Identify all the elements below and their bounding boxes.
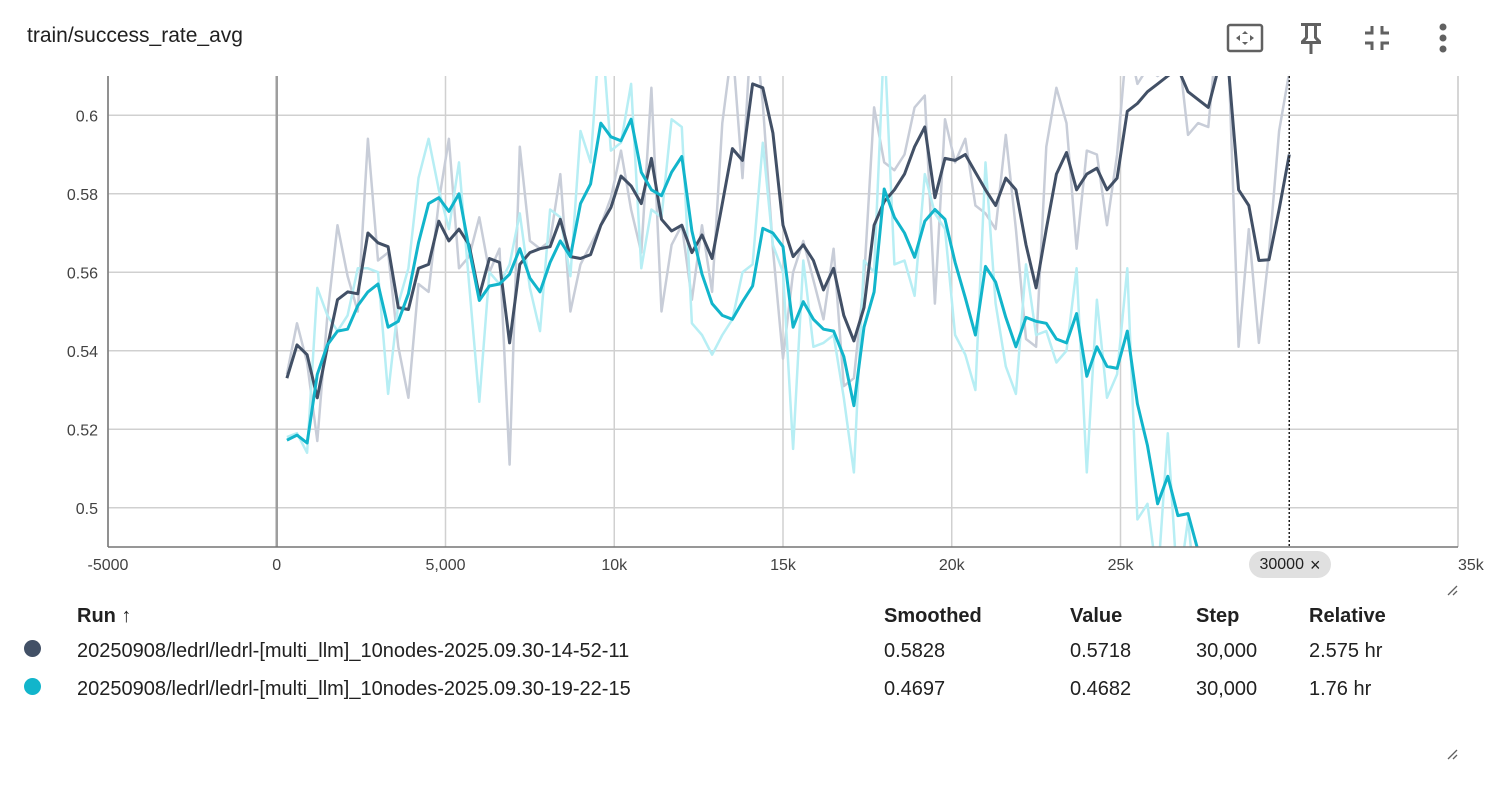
run-color-dot (24, 639, 41, 657)
fit-domain-button[interactable] (1221, 18, 1269, 58)
chart-title: train/success_rate_avg (27, 24, 243, 47)
smoothed-column-header[interactable]: Smoothed (884, 604, 982, 627)
y-tick-label: 0.52 (67, 422, 98, 439)
run-column-header[interactable]: Run ↑ (77, 604, 132, 627)
collapse-button[interactable] (1353, 18, 1401, 58)
relative-time: 2.575 hr (1309, 639, 1383, 662)
more-options-button[interactable] (1419, 18, 1467, 58)
raw-series-line (285, 76, 1290, 466)
y-tick-label: 0.54 (67, 344, 98, 361)
y-tick-label: 0.6 (76, 108, 98, 125)
smoothed-value: 0.4697 (884, 677, 946, 700)
close-icon[interactable]: × (1309, 554, 1321, 575)
pin-button[interactable] (1287, 18, 1335, 58)
more-vert-icon (1439, 23, 1447, 53)
relative-column-header[interactable]: Relative (1309, 604, 1386, 627)
resize-handle-icon[interactable] (1446, 748, 1458, 760)
x-tick-label: 15k (770, 557, 797, 574)
step-value: 30,000 (1196, 677, 1258, 700)
run-color-dot (24, 677, 41, 695)
table-header-row: Run ↑ Smoothed Value Step Relative (24, 600, 1429, 632)
y-tick-label: 0.56 (67, 265, 98, 282)
raw-value: 0.4682 (1070, 677, 1132, 700)
relative-time: 1.76 hr (1309, 677, 1372, 700)
axes (107, 76, 1458, 548)
y-tick-label: 0.58 (67, 187, 98, 204)
x-tick-label: 20k (939, 557, 966, 574)
x-tick-label: 5,000 (425, 557, 465, 574)
step-value: 30,000 (1196, 639, 1258, 662)
step-cursor-label: 30000 (1259, 555, 1304, 573)
tick-labels: 0.5 0.52 0.54 0.56 0.58 0.6 -5000 0 5,000 10k 15k 2… (67, 108, 1485, 574)
pin-icon (1301, 23, 1321, 54)
y-tick-label: 0.5 (76, 501, 98, 518)
smoothed-value: 0.5828 (884, 639, 946, 662)
table-row[interactable]: 20250908/ledrl/ledrl-[multi_llm]_10nodes… (24, 632, 1429, 670)
collapse-icon (1365, 26, 1389, 50)
resize-handle-icon[interactable] (1446, 584, 1458, 596)
value-column-header[interactable]: Value (1070, 604, 1123, 627)
table-row[interactable]: 20250908/ledrl/ledrl-[multi_llm]_10nodes… (24, 670, 1429, 708)
raw-series-line (286, 76, 1193, 547)
run-name: 20250908/ledrl/ledrl-[multi_llm]_10nodes… (77, 677, 631, 700)
runs-table: Run ↑ Smoothed Value Step Relative 20250… (24, 600, 1429, 708)
line-chart[interactable]: 0.5 0.52 0.54 0.56 0.58 0.6 -5000 0 5,000 10k 15k 2… (0, 0, 1485, 590)
step-column-header[interactable]: Step (1196, 604, 1240, 627)
x-tick-label: 0 (272, 557, 281, 574)
x-tick-label: 10k (601, 557, 628, 574)
x-tick-label: 35k (1458, 557, 1485, 574)
x-tick-label: 25k (1108, 557, 1135, 574)
raw-value: 0.5718 (1070, 639, 1132, 662)
smoothed-series (285, 76, 1291, 547)
smoothed-series-line (285, 76, 1291, 400)
smoothed-series-line (286, 117, 1199, 547)
fit-domain-icon (1226, 23, 1264, 53)
run-name: 20250908/ledrl/ledrl-[multi_llm]_10nodes… (77, 639, 630, 662)
step-cursor-chip[interactable]: 30000 × (1249, 551, 1331, 578)
x-tick-label: -5000 (88, 557, 129, 574)
card-toolbar (1221, 18, 1467, 58)
